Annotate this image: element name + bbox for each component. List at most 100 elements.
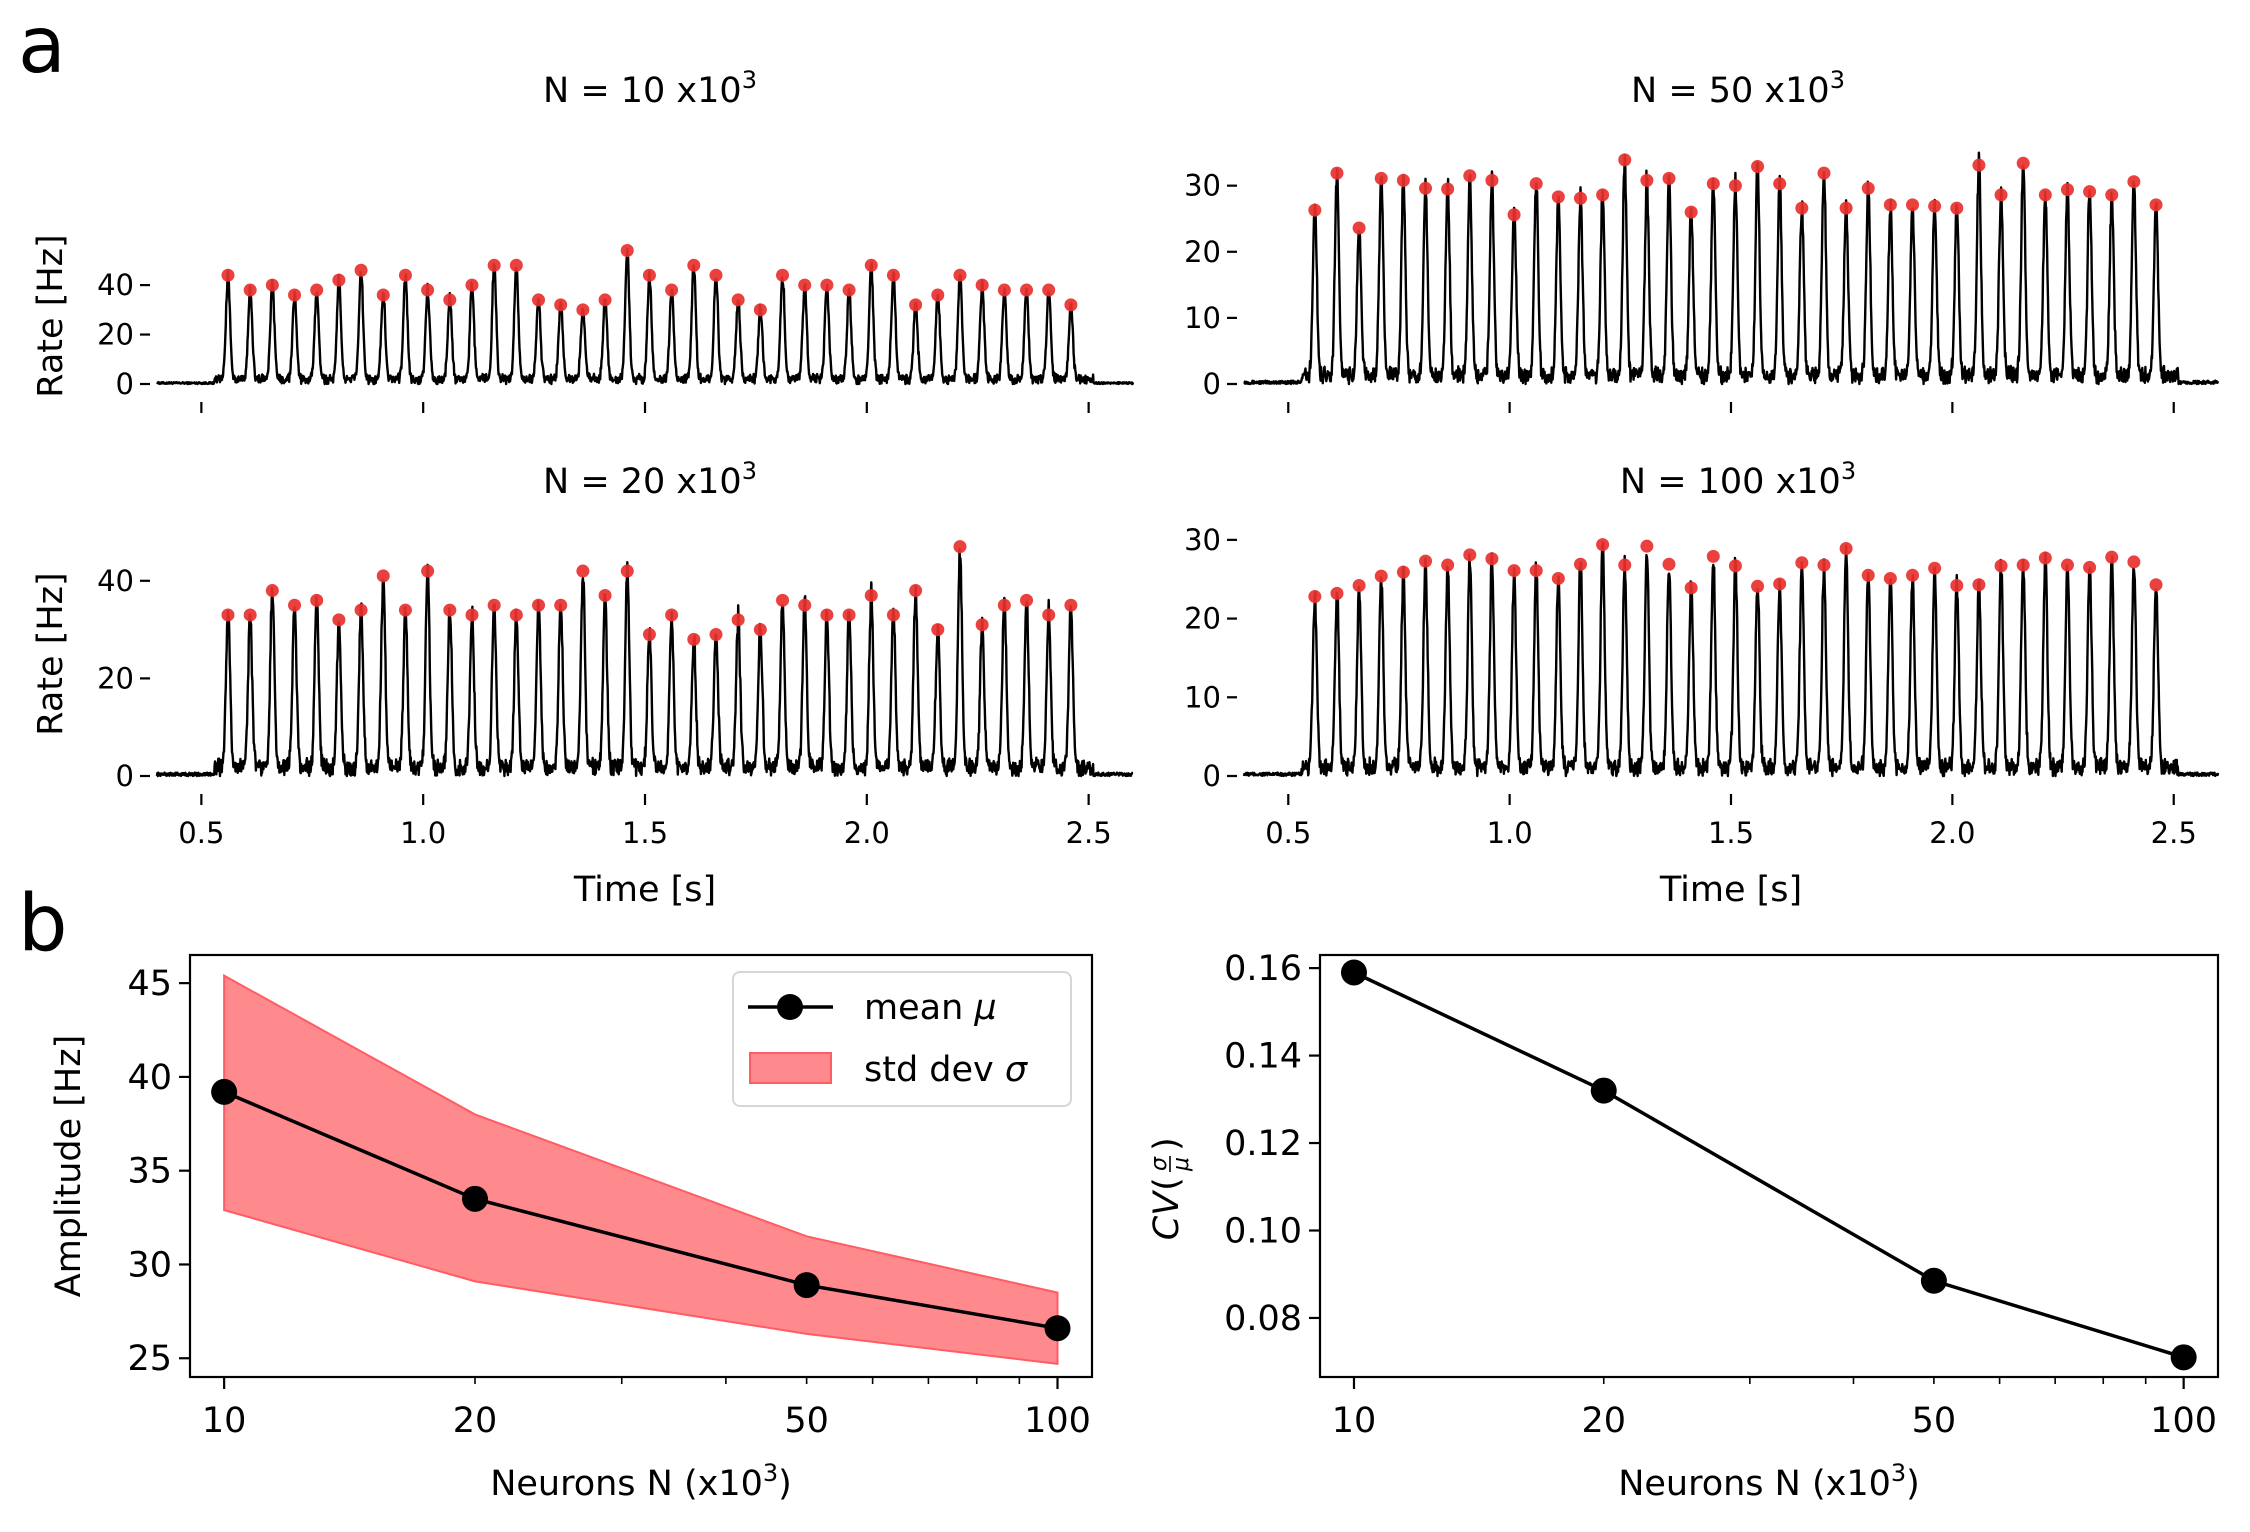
peak-marker — [1374, 569, 1388, 583]
y-axis-label-cv: CV — [1147, 1190, 1187, 1240]
peak-marker — [864, 588, 878, 602]
y-tick-label: 0 — [1203, 367, 1221, 401]
peak-marker — [2038, 551, 2052, 565]
peak-marker — [2060, 183, 2074, 197]
y-axis-label: Rate [Hz] — [31, 572, 71, 735]
y-tick-label: 20 — [97, 318, 134, 352]
peak-marker — [1883, 571, 1897, 585]
peak-marker — [1950, 579, 1964, 593]
peak-marker — [1330, 586, 1344, 600]
peak-marker — [532, 293, 546, 307]
peak-marker — [1330, 166, 1344, 180]
peak-marker — [1906, 568, 1920, 582]
x-tick-label: 10 — [202, 1401, 247, 1441]
x-axis-label: Time [s] — [573, 870, 716, 910]
peak-marker — [1640, 173, 1654, 187]
peak-marker — [398, 603, 412, 617]
peak-marker — [2016, 156, 2030, 170]
peak-marker — [1773, 177, 1787, 191]
peak-marker — [1352, 221, 1366, 235]
peak-marker — [1463, 169, 1477, 183]
panel-b1: 10 20 50 100 25 30 35 40 45 Neurons N (x103) Ampli… — [49, 953, 1094, 1504]
peak-marker — [532, 598, 546, 612]
y-tick-label: 0 — [116, 367, 134, 401]
peak-marker — [665, 608, 679, 622]
peak-marker — [332, 273, 346, 287]
y-axis-label-mu: μ — [1169, 1157, 1194, 1172]
peak-marker — [1485, 552, 1499, 566]
peak-marker — [221, 268, 235, 282]
peak-marker — [1684, 581, 1698, 595]
peak-marker — [243, 283, 257, 297]
axes-frame — [1318, 953, 2220, 1379]
x-tick-label: 50 — [1912, 1401, 1957, 1441]
y-axis-label-open-paren: ( — [1147, 1177, 1187, 1191]
peak-marker — [864, 258, 878, 272]
peak-marker — [1861, 568, 1875, 582]
chart-title-text: N = 100 x10 — [1620, 462, 1841, 502]
peak-marker — [1839, 542, 1853, 556]
y-tick-label: 0.10 — [1224, 1212, 1302, 1252]
peak-marker — [1972, 578, 1986, 592]
peak-marker — [2038, 188, 2052, 202]
peak-marker — [265, 584, 279, 598]
peak-marker — [1728, 179, 1742, 193]
y-axis-label-close-paren: ) — [1147, 1137, 1187, 1151]
y-tick-label: 20 — [97, 661, 134, 695]
peak-marker — [1396, 173, 1410, 187]
peak-marker — [398, 268, 412, 282]
y-axis-label: Rate [Hz] — [31, 234, 71, 397]
legend-std-swatch — [749, 1052, 832, 1084]
y-axis-label: CV(σμ) — [1147, 1137, 1194, 1240]
y-tick-label: 0.08 — [1224, 1299, 1302, 1339]
peak-marker — [642, 268, 656, 282]
y-tick-label: 0 — [116, 759, 134, 793]
peak-marker — [1020, 593, 1034, 607]
peak-marker — [1839, 201, 1853, 215]
peak-marker — [243, 608, 257, 622]
peak-marker — [753, 623, 767, 637]
peak-marker — [509, 258, 523, 272]
peak-marker — [2105, 188, 2119, 202]
peak-marker — [1883, 198, 1897, 212]
peak-marker — [2083, 185, 2097, 199]
x-tick-label: 2.5 — [1066, 816, 1112, 850]
peak-marker — [2083, 560, 2097, 574]
peak-marker — [421, 283, 435, 297]
mean-point — [211, 1078, 238, 1105]
legend: mean μ std dev σ — [732, 971, 1072, 1107]
peak-marker — [642, 627, 656, 641]
x-tick-label: 0.5 — [1265, 816, 1311, 850]
panel-b-letter: b — [18, 879, 68, 969]
x-axis-label-text: Neurons N (x10 — [490, 1464, 763, 1504]
peak-marker — [1706, 549, 1720, 563]
x-axis-label: Time [s] — [1659, 870, 1802, 910]
peak-marker — [421, 564, 435, 578]
peak-marker — [1795, 201, 1809, 215]
peak-marker — [1551, 190, 1565, 204]
y-tick-label: 25 — [127, 1339, 172, 1379]
legend-std-label: std dev σ — [864, 1050, 1029, 1090]
chart-title-exponent: 3 — [742, 66, 757, 94]
peak-marker — [2060, 558, 2074, 572]
peak-marker — [2149, 198, 2163, 212]
mean-point — [462, 1185, 489, 1212]
peak-marker — [1308, 590, 1322, 604]
y-tick-label: 30 — [1184, 169, 1221, 203]
chart-title: N = 100 x103 — [1620, 457, 1856, 502]
chart-title-exponent: 3 — [1841, 457, 1856, 485]
peak-marker — [753, 303, 767, 317]
cv-point — [1920, 1267, 1947, 1294]
peak-marker — [576, 303, 590, 317]
y-tick-label: 10 — [1184, 680, 1221, 714]
legend-mean-text: mean — [864, 988, 974, 1028]
peak-marker — [1596, 538, 1610, 552]
axes-frame — [188, 953, 1094, 1379]
y-tick-label: 0.14 — [1224, 1037, 1302, 1077]
peak-marker — [598, 588, 612, 602]
peak-marker — [443, 293, 457, 307]
peak-marker — [288, 288, 302, 302]
peak-marker — [1596, 188, 1610, 202]
x-tick-label: 2.0 — [844, 816, 890, 850]
peak-marker — [1795, 556, 1809, 570]
